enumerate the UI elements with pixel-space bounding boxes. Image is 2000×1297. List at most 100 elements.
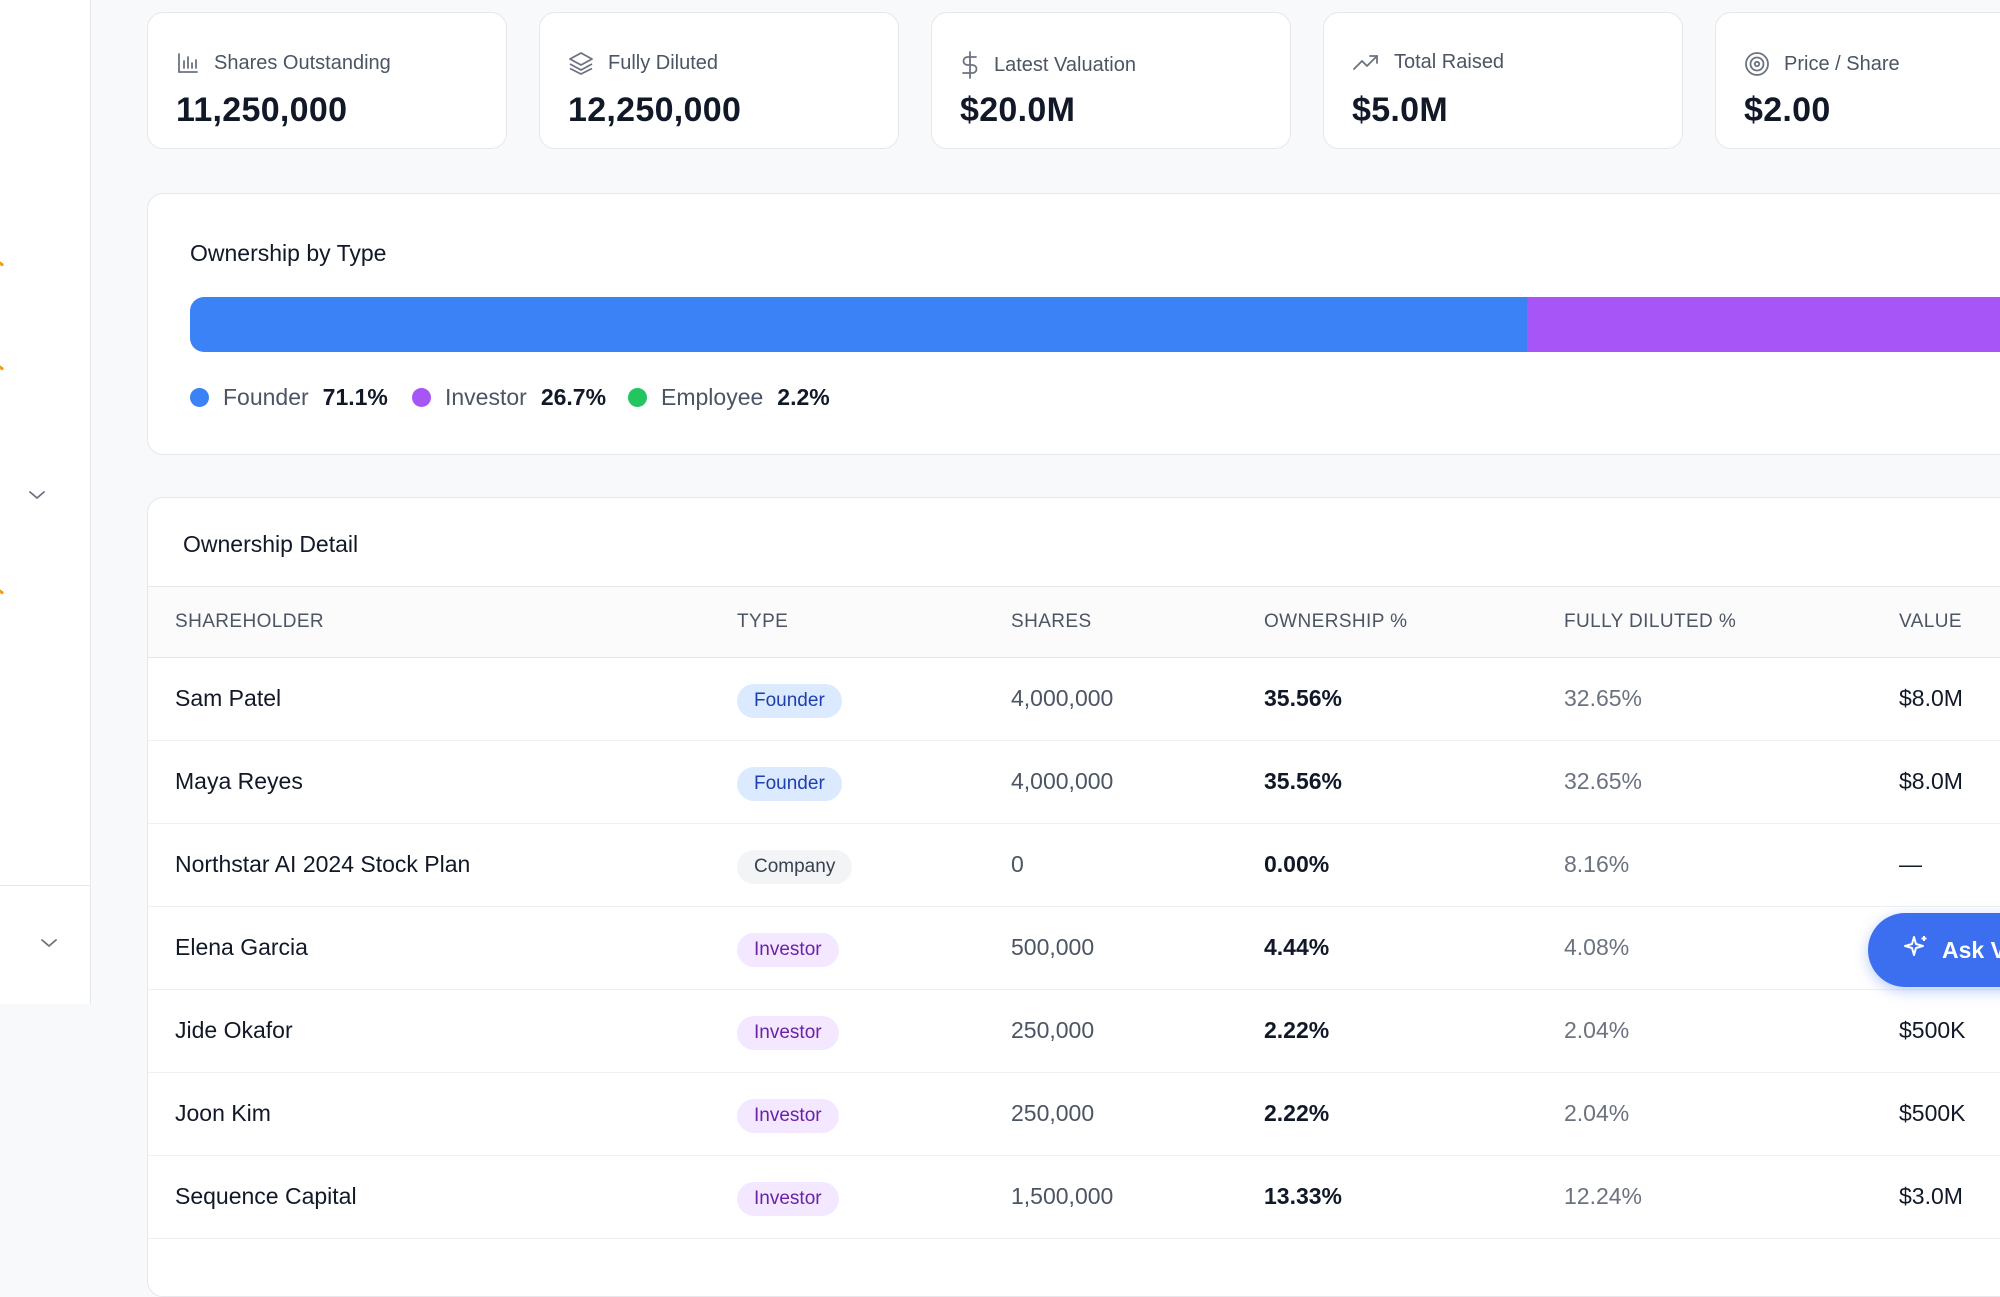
- sidebar-marker-icon: [0, 260, 5, 267]
- cell-ownership: 2.22%: [1264, 1017, 1330, 1043]
- stat-label: Fully Diluted: [608, 51, 719, 74]
- cell-value: —: [1899, 851, 1922, 877]
- stat-card-shares-outstanding: Shares Outstanding 11,250,000: [147, 12, 507, 149]
- target-icon: [1744, 51, 1770, 77]
- stat-card-price-per-share: Price / Share $2.00: [1715, 12, 2000, 149]
- stat-label: Price / Share: [1784, 52, 1900, 75]
- cell-fully-diluted: 12.24%: [1564, 1183, 1643, 1209]
- cell-ownership: 35.56%: [1264, 685, 1343, 711]
- column-header-type[interactable]: TYPE: [737, 611, 789, 632]
- cell-shares: 0: [1011, 851, 1024, 877]
- cell-ownership: 4.44%: [1264, 934, 1330, 960]
- cell-fully-diluted: 8.16%: [1564, 851, 1630, 877]
- cell-value: $8.0M: [1899, 768, 1963, 794]
- chevron-down-icon[interactable]: [28, 488, 46, 506]
- legend-item-employee: Employee 2.2%: [628, 384, 830, 411]
- table-header: SHAREHOLDER TYPE SHARES OWNERSHIP % FULL…: [148, 586, 2000, 658]
- type-badge: Founder: [737, 767, 842, 801]
- cell-shares: 4,000,000: [1011, 685, 1114, 711]
- cell-value: $500K: [1899, 1017, 1966, 1043]
- legend-swatch: [190, 388, 209, 407]
- table-row[interactable]: Sam Patel Founder 4,000,000 35.56% 32.65…: [148, 657, 2000, 741]
- sidebar-divider: [0, 885, 90, 886]
- stat-value: $20.0M: [960, 91, 1076, 129]
- column-header-shares[interactable]: SHARES: [1011, 611, 1092, 632]
- table-row[interactable]: Joon Kim Investor 250,000 2.22% 2.04% $5…: [148, 1072, 2000, 1156]
- ownership-stacked-bar: [190, 297, 2000, 352]
- stat-card-fully-diluted: Fully Diluted 12,250,000: [539, 12, 899, 149]
- cell-fully-diluted: 2.04%: [1564, 1100, 1630, 1126]
- stat-value: $2.00: [1744, 91, 1831, 129]
- legend-item-founder: Founder 71.1%: [190, 384, 388, 411]
- legend-swatch: [412, 388, 431, 407]
- legend-item-investor: Investor 26.7%: [412, 384, 606, 411]
- cell-shareholder: Jide Okafor: [175, 1017, 293, 1043]
- type-badge: Founder: [737, 684, 842, 718]
- ownership-bar-segment-founder: [190, 297, 1527, 352]
- stat-card-total-raised: Total Raised $5.0M: [1323, 12, 1683, 149]
- type-badge: Investor: [737, 1182, 839, 1216]
- cell-shareholder: Sequence Capital: [175, 1183, 357, 1209]
- cell-shares: 250,000: [1011, 1100, 1095, 1126]
- column-header-ownership[interactable]: OWNERSHIP %: [1264, 611, 1408, 632]
- cell-shareholder: Sam Patel: [175, 685, 282, 711]
- column-header-shareholder[interactable]: SHAREHOLDER: [175, 611, 325, 632]
- cell-fully-diluted: 32.65%: [1564, 768, 1643, 794]
- sparkle-icon: [1902, 933, 1930, 967]
- trending-up-icon: [1352, 53, 1380, 73]
- table-row[interactable]: Northstar AI 2024 Stock Plan Company 0 0…: [148, 823, 2000, 907]
- panel-title: Ownership Detail: [183, 531, 359, 557]
- bar-chart-icon: [176, 51, 200, 75]
- ask-button-label: Ask V: [1942, 936, 2000, 963]
- cell-shareholder: Northstar AI 2024 Stock Plan: [175, 851, 471, 877]
- type-badge: Investor: [737, 1016, 839, 1050]
- cell-ownership: 13.33%: [1264, 1183, 1343, 1209]
- sidebar-marker-icon: [0, 588, 5, 595]
- legend-percent: 26.7%: [540, 384, 607, 410]
- type-badge: Company: [737, 850, 853, 884]
- legend-swatch: [628, 388, 647, 407]
- cell-shares: 500,000: [1011, 934, 1095, 960]
- cell-ownership: 2.22%: [1264, 1100, 1330, 1126]
- cell-fully-diluted: 4.08%: [1564, 934, 1630, 960]
- cell-shareholder: Maya Reyes: [175, 768, 303, 794]
- dollar-icon: [960, 51, 980, 79]
- layers-icon: [568, 51, 594, 75]
- sidebar-marker-icon: [0, 364, 5, 371]
- cell-ownership: 35.56%: [1264, 768, 1343, 794]
- cell-value: $8.0M: [1899, 685, 1963, 711]
- table-row[interactable]: Jide Okafor Investor 250,000 2.22% 2.04%…: [148, 989, 2000, 1073]
- column-header-fully-diluted[interactable]: FULLY DILUTED %: [1564, 611, 1737, 632]
- legend-label: Employee: [661, 384, 764, 410]
- type-badge: Investor: [737, 933, 839, 967]
- cell-fully-diluted: 32.65%: [1564, 685, 1643, 711]
- legend-label: Founder: [223, 384, 309, 410]
- legend-percent: 2.2%: [777, 384, 830, 410]
- legend-label: Investor: [445, 384, 527, 410]
- table-row[interactable]: Elena Garcia Investor 500,000 4.44% 4.08…: [148, 906, 2000, 990]
- chevron-down-icon[interactable]: [40, 936, 58, 954]
- ownership-by-type-panel: Ownership by Type Founder 71.1% Investor 26…: [147, 193, 2000, 455]
- stat-value: 11,250,000: [176, 91, 348, 129]
- sidebar: [0, 0, 91, 1004]
- legend-percent: 71.1%: [322, 384, 388, 410]
- ownership-bar-segment-investor: [1526, 297, 2000, 352]
- cell-fully-diluted: 2.04%: [1564, 1017, 1630, 1043]
- stat-value: 12,250,000: [568, 91, 742, 129]
- cell-value: $500K: [1899, 1100, 1966, 1126]
- column-header-value[interactable]: VALUE: [1899, 611, 1962, 632]
- ask-assistant-button[interactable]: Ask V: [1868, 913, 2000, 987]
- type-badge: Investor: [737, 1099, 839, 1133]
- cell-shareholder: Elena Garcia: [175, 934, 308, 960]
- cell-ownership: 0.00%: [1264, 851, 1330, 877]
- cell-value: $3.0M: [1899, 1183, 1963, 1209]
- cell-shares: 250,000: [1011, 1017, 1095, 1043]
- table-row[interactable]: Sequence Capital Investor 1,500,000 13.3…: [148, 1155, 2000, 1239]
- stat-card-latest-valuation: Latest Valuation $20.0M: [931, 12, 1291, 149]
- stat-label: Latest Valuation: [994, 53, 1136, 76]
- cell-shares: 4,000,000: [1011, 768, 1114, 794]
- table-row[interactable]: Maya Reyes Founder 4,000,000 35.56% 32.6…: [148, 740, 2000, 824]
- stat-label: Shares Outstanding: [214, 51, 391, 74]
- stat-value: $5.0M: [1352, 91, 1448, 129]
- ownership-detail-panel: Ownership Detail SHAREHOLDER TYPE SHARES…: [147, 497, 2000, 1297]
